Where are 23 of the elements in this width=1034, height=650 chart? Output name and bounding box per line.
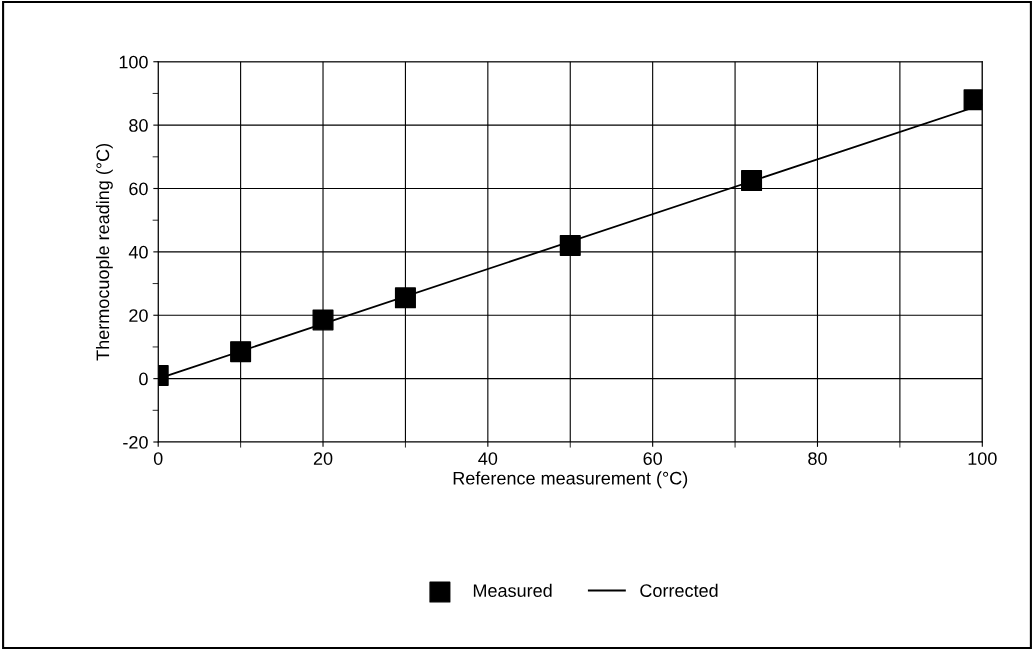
x-tick-label: 60	[643, 452, 662, 465]
y-tick-label: 60	[129, 182, 148, 196]
x-tick-label: 40	[478, 452, 498, 465]
y-tick-label: 40	[128, 245, 148, 259]
point	[559, 235, 581, 257]
x-tick-label: 80	[808, 452, 827, 465]
y-tick-label: 0	[139, 372, 148, 386]
point	[394, 287, 416, 309]
y-tick-label: 20	[129, 309, 148, 322]
legend-label: Corrected	[640, 583, 718, 597]
point	[312, 309, 334, 331]
x-tick-label: 20	[313, 452, 333, 465]
x-tick-label: 0	[153, 452, 163, 465]
legend-label: Measured	[473, 583, 552, 597]
y-axis-title: Thermocuople reading (°C)	[95, 144, 113, 361]
x-axis-title: Reference measurement (°C)	[453, 471, 688, 489]
point	[230, 341, 252, 363]
y-tick-label: 100	[119, 55, 148, 69]
y-tick-label: 80	[129, 119, 148, 132]
y-tick-label: -20	[123, 435, 148, 449]
x-tick-label: 100	[968, 452, 997, 465]
point	[963, 89, 983, 111]
point	[741, 170, 763, 192]
